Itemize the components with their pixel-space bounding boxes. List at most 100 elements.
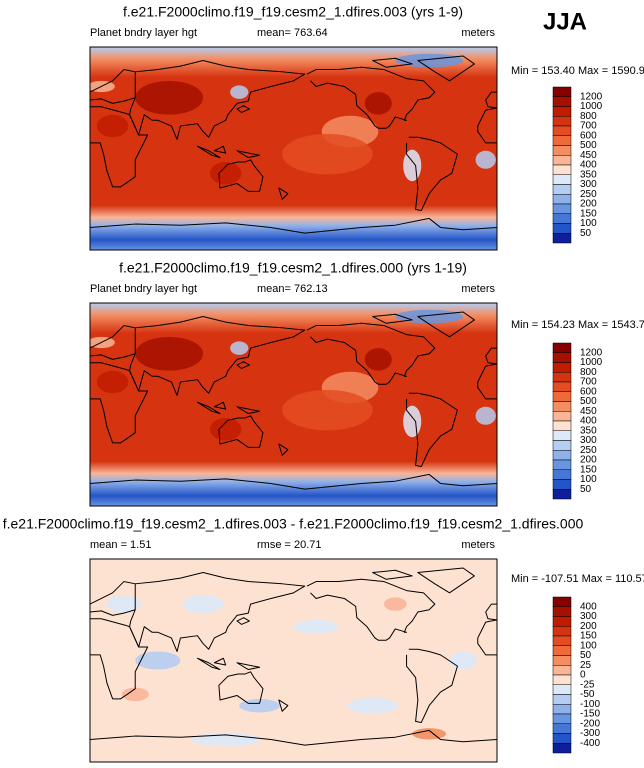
colorbar-box <box>552 489 572 500</box>
colorbar-label: 150 <box>580 631 597 642</box>
colorbar-box <box>552 684 572 695</box>
colorbar-label: 250 <box>580 189 597 200</box>
colorbar-label: 1200 <box>580 347 603 358</box>
colorbar-box <box>552 440 572 451</box>
map <box>89 303 498 506</box>
colorbar-box <box>552 479 572 490</box>
colorbar-box <box>552 459 572 470</box>
colorbar-label: 200 <box>580 621 597 632</box>
colorbar-box <box>552 116 572 127</box>
colorbar-label: 50 <box>580 228 592 239</box>
colorbar-box <box>552 733 572 744</box>
colorbar-box <box>552 233 572 244</box>
field <box>90 303 497 506</box>
colorbar-label: 150 <box>580 208 597 219</box>
units-label: meters <box>461 539 495 551</box>
colorbar-label: 200 <box>580 199 597 210</box>
colorbar-box <box>552 430 572 441</box>
map-frame <box>89 46 498 251</box>
colorbar-label: 800 <box>580 111 597 122</box>
colorbar-box <box>552 155 572 166</box>
colorbar-label: 1000 <box>580 357 603 368</box>
units-label: meters <box>461 27 495 39</box>
panel-title: f.e21.F2000climo.f19_f19.cesm2_1.dfires.… <box>3 516 584 532</box>
colorbar-box <box>552 86 572 97</box>
colorbar-label: -150 <box>580 709 600 720</box>
map <box>89 559 498 762</box>
colorbar-label: 300 <box>580 611 597 622</box>
colorbar-box <box>552 391 572 402</box>
colorbar-box <box>552 626 572 637</box>
colorbar-box <box>552 401 572 412</box>
colorbar-label: 300 <box>580 435 597 446</box>
center-label: rmse = 20.71 <box>257 539 322 551</box>
colorbar-label: 600 <box>580 130 597 141</box>
colorbar-box <box>552 665 572 676</box>
panel-title: f.e21.F2000climo.f19_f19.cesm2_1.dfires.… <box>119 260 467 276</box>
colorbar-box <box>552 145 572 156</box>
colorbar-label: 500 <box>580 140 597 151</box>
colorbar-box <box>552 743 572 754</box>
map-frame <box>89 558 498 763</box>
colorbar-label: 400 <box>580 160 597 171</box>
colorbar-box <box>552 713 572 724</box>
colorbar-label: -25 <box>580 679 595 690</box>
colorbar-box <box>552 164 572 175</box>
map-frame <box>89 302 498 507</box>
colorbar-box <box>552 135 572 146</box>
colorbar-box <box>552 194 572 205</box>
colorbar-label: 0 <box>580 670 586 681</box>
colorbar-label: 25 <box>580 660 592 671</box>
colorbar-box <box>552 450 572 461</box>
colorbar-box <box>552 469 572 480</box>
colorbar-box <box>552 381 572 392</box>
min-max: Min = 153.40 Max = 1590.97 <box>511 65 644 77</box>
colorbar-box <box>552 362 572 373</box>
colorbar-box <box>552 635 572 646</box>
center-label: mean= 762.13 <box>257 283 328 295</box>
colorbar-box <box>552 184 572 195</box>
colorbar-label: 250 <box>580 445 597 456</box>
colorbar-label: 500 <box>580 396 597 407</box>
colorbar-label: -100 <box>580 699 600 710</box>
colorbar-label: 100 <box>580 474 597 485</box>
colorbar-label: 350 <box>580 425 597 436</box>
colorbar-label: -50 <box>580 689 595 700</box>
colorbar-box <box>552 655 572 666</box>
colorbar-box <box>552 342 572 353</box>
colorbar-box <box>552 223 572 234</box>
colorbar-box <box>552 723 572 734</box>
colorbar-label: 100 <box>580 640 597 651</box>
colorbar-box <box>552 372 572 383</box>
colorbar-box <box>552 125 572 136</box>
left-label: Planet bndry layer hgt <box>90 27 197 39</box>
colorbar-label: 50 <box>580 650 592 661</box>
colorbar-label: 100 <box>580 218 597 229</box>
colorbar-label: 350 <box>580 169 597 180</box>
colorbar-label: 150 <box>580 464 597 475</box>
colorbar-label: 400 <box>580 601 597 612</box>
colorbar-box <box>552 411 572 422</box>
colorbar-label: 1200 <box>580 91 603 102</box>
colorbar-label: -300 <box>580 728 600 739</box>
colorbar-label: 800 <box>580 367 597 378</box>
colorbar-label: 1000 <box>580 101 603 112</box>
colorbar-box <box>552 645 572 656</box>
colorbar-label: -400 <box>580 738 600 749</box>
colorbar-box <box>552 96 572 107</box>
left-label: Planet bndry layer hgt <box>90 283 197 295</box>
field <box>90 559 497 762</box>
colorbar-box <box>552 420 572 431</box>
colorbar-box <box>552 606 572 617</box>
map <box>89 47 498 250</box>
colorbar-label: 600 <box>580 386 597 397</box>
colorbar-label: 50 <box>580 484 592 495</box>
min-max: Min = -107.51 Max = 110.57 <box>511 573 644 585</box>
colorbar-box <box>552 174 572 185</box>
left-label: mean = 1.51 <box>90 539 151 551</box>
colorbar-box <box>552 694 572 705</box>
colorbar-label: 450 <box>580 150 597 161</box>
colorbar-label: -200 <box>580 718 600 729</box>
colorbar-label: 450 <box>580 406 597 417</box>
